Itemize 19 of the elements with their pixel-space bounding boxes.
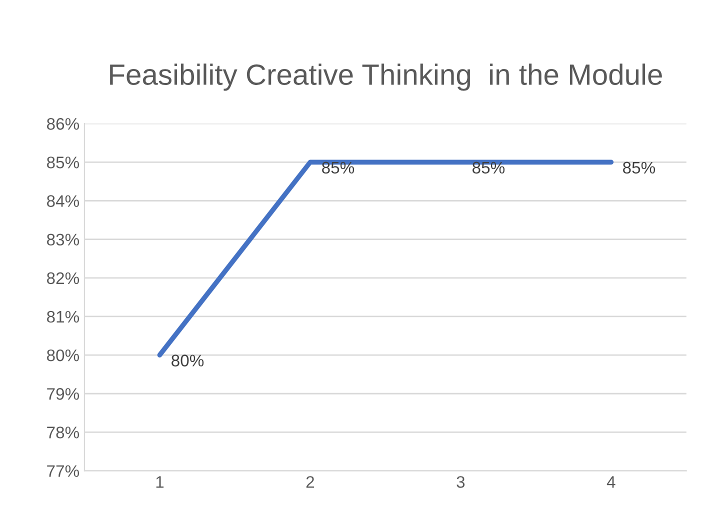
y-tick-label: 85% <box>46 156 80 168</box>
data-label: 80% <box>172 354 204 366</box>
y-tick-label: 81% <box>46 310 80 323</box>
y-tick-label: 80% <box>46 349 80 362</box>
y-tick-label: 83% <box>46 234 80 246</box>
y-tick-label: 79% <box>47 388 80 400</box>
y-tick-label: 84% <box>46 195 80 207</box>
data-label: 85% <box>322 162 354 174</box>
data-label: 85% <box>472 162 505 174</box>
data-label: 85% <box>622 162 656 174</box>
x-tick-label: 2 <box>306 476 314 488</box>
x-tick-label: 3 <box>456 476 465 488</box>
x-tick-label: 4 <box>606 476 616 488</box>
x-tick-label: 1 <box>156 476 164 488</box>
y-tick-label: 86% <box>46 118 80 130</box>
y-tick-label: 78% <box>47 426 80 438</box>
chart-title: Feasibility Creative Thinking in the Module <box>110 64 662 91</box>
y-tick-label: 77% <box>47 465 80 477</box>
y-tick-label: 82% <box>46 272 80 284</box>
